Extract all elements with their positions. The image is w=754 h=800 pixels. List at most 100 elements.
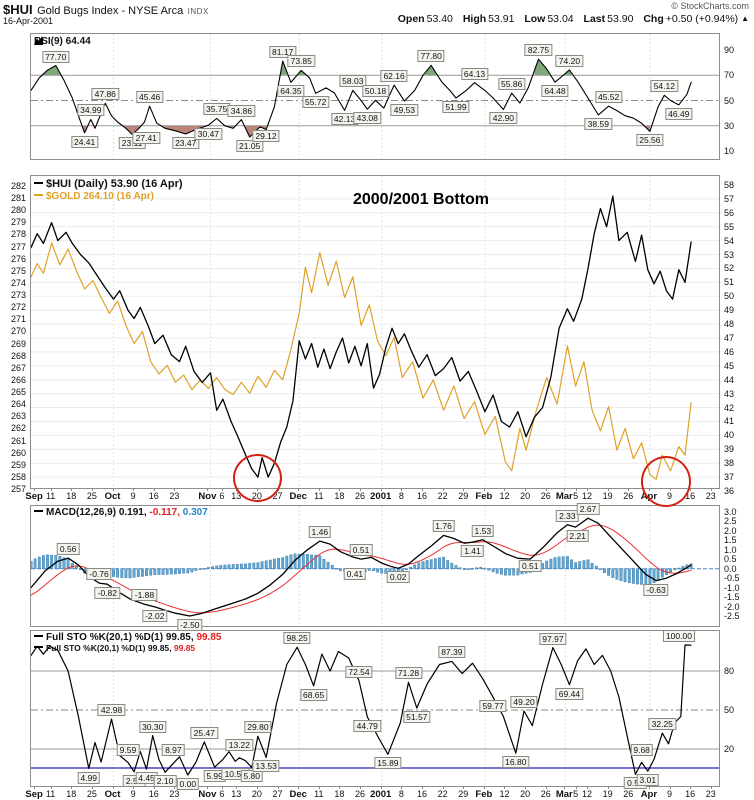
data-label: 45.52 bbox=[594, 91, 623, 104]
sto-k-value-1: 99.85, bbox=[165, 632, 194, 643]
data-label: 23.47 bbox=[172, 136, 200, 149]
axis-label: 46 bbox=[724, 346, 735, 357]
axis-label: 45 bbox=[724, 360, 735, 371]
x-tick-mark bbox=[463, 488, 465, 491]
axis-label: 37 bbox=[724, 472, 735, 483]
axis-label: 268 bbox=[10, 350, 26, 361]
data-label: 81.17 bbox=[269, 46, 297, 59]
data-label: -0.63 bbox=[643, 583, 669, 596]
x-tick-mark bbox=[236, 786, 238, 789]
axis-label: 278 bbox=[10, 229, 26, 240]
data-label: 87.39 bbox=[438, 646, 466, 659]
x-tick-mark bbox=[360, 488, 362, 491]
x-tick-label: 18 bbox=[66, 491, 77, 501]
data-label: 74.20 bbox=[555, 54, 584, 67]
axis-label: 269 bbox=[10, 338, 26, 349]
x-axis-bottom: Sep 11 18 25 Oct 9 16 23 Nov 6 13 20 27 Dec 11 18 26 2001… bbox=[25, 786, 722, 800]
last-label: Last bbox=[583, 13, 606, 25]
data-label: 51.57 bbox=[403, 710, 431, 723]
x-tick-mark bbox=[71, 488, 73, 491]
x-tick-mark bbox=[133, 786, 135, 789]
last-value: 53.90 bbox=[607, 13, 634, 25]
x-tick-mark bbox=[133, 488, 135, 491]
axis-label: 270 bbox=[10, 326, 26, 337]
x-tick-label: Mar bbox=[555, 491, 573, 502]
rsi-extreme-fill bbox=[43, 65, 60, 76]
x-tick-label: Sep bbox=[25, 789, 43, 800]
data-label: -0.76 bbox=[86, 568, 112, 581]
data-label: 1.76 bbox=[432, 520, 455, 533]
x-tick-label: Nov bbox=[198, 789, 217, 800]
x-tick-label: 20 bbox=[520, 491, 531, 501]
x-tick-label: 13 bbox=[231, 789, 242, 799]
x-tick-label: Nov bbox=[198, 491, 217, 502]
axis-label: 90 bbox=[724, 45, 735, 55]
rsi-legend-label: RSI(9) 64.44 bbox=[34, 36, 91, 47]
x-tick-mark bbox=[360, 786, 362, 789]
x-tick-label: 19 bbox=[602, 491, 613, 501]
data-label: 64.35 bbox=[277, 85, 305, 98]
data-label: 59.77 bbox=[479, 700, 507, 713]
x-tick-mark bbox=[34, 786, 36, 789]
x-tick-mark bbox=[50, 786, 52, 789]
data-label: 58.03 bbox=[339, 75, 367, 88]
x-tick-label: 23 bbox=[169, 491, 180, 501]
data-label: 27.41 bbox=[132, 132, 160, 145]
data-label: 1.41 bbox=[461, 545, 484, 558]
x-tick-label: 29 bbox=[458, 491, 469, 501]
data-label: 55.86 bbox=[498, 78, 526, 91]
x-tick-mark bbox=[648, 786, 650, 789]
low-value: 53.04 bbox=[547, 13, 574, 25]
x-tick-label: 19 bbox=[602, 789, 613, 799]
data-label: 0.00 bbox=[176, 778, 200, 790]
stoK-series-line bbox=[31, 644, 692, 776]
axis-label: 261 bbox=[10, 435, 26, 446]
chart-date: 16-Apr-2001 bbox=[3, 16, 54, 26]
x-tick-mark bbox=[153, 786, 155, 789]
sto-legend-swatch-1 bbox=[34, 635, 43, 637]
x-tick-mark bbox=[91, 488, 93, 491]
x-tick-label: 6 bbox=[219, 491, 225, 501]
data-label: 1.46 bbox=[308, 526, 332, 539]
stochastics-panel: Full STO %K(20,1) %D(1) 99.85, 99.85 Ful… bbox=[30, 630, 734, 790]
axis-label: 276 bbox=[10, 253, 26, 264]
x-tick-mark bbox=[607, 488, 609, 491]
x-tick-label: 9 bbox=[130, 491, 136, 501]
data-label: 72.54 bbox=[345, 665, 373, 678]
data-label: 44.79 bbox=[353, 719, 381, 732]
x-tick-label: 6 bbox=[219, 789, 225, 799]
data-label: 38.59 bbox=[584, 117, 612, 130]
axis-label: 260 bbox=[10, 447, 26, 458]
x-tick-label: 18 bbox=[334, 789, 345, 799]
data-label: 42.90 bbox=[489, 112, 518, 125]
x-tick-label: 16 bbox=[148, 491, 159, 501]
x-tick-mark bbox=[71, 786, 73, 789]
x-tick-mark bbox=[525, 488, 527, 491]
x-tick-label: 26 bbox=[355, 789, 366, 799]
x-tick-mark bbox=[380, 786, 382, 789]
data-label: 9.59 bbox=[116, 743, 140, 756]
data-label: 55.72 bbox=[302, 96, 330, 109]
x-tick-label: 16 bbox=[685, 491, 696, 501]
x-tick-mark bbox=[221, 786, 223, 789]
data-label: 64.13 bbox=[460, 67, 489, 80]
data-label: 16.80 bbox=[502, 756, 530, 769]
data-label: 77.70 bbox=[42, 50, 70, 63]
axis-label: 70 bbox=[724, 70, 735, 81]
data-label: 25.56 bbox=[636, 134, 664, 147]
data-label: 47.86 bbox=[91, 88, 119, 101]
data-label: -0.82 bbox=[94, 587, 121, 600]
axis-label: 266 bbox=[10, 374, 26, 385]
x-tick-label: 13 bbox=[231, 491, 242, 501]
macd-series-line bbox=[31, 517, 692, 617]
x-tick-label: 11 bbox=[314, 491, 324, 501]
rsi-extreme-fill bbox=[245, 125, 267, 137]
axis-label: 258 bbox=[10, 471, 26, 482]
axis-label: 3.0 bbox=[724, 507, 737, 517]
symbol-label: $HUI bbox=[3, 2, 33, 17]
axis-label: 10 bbox=[724, 146, 735, 156]
axis-label: 48 bbox=[724, 319, 735, 330]
x-tick-mark bbox=[221, 488, 223, 491]
sto-d-value-1: 99.85 bbox=[196, 632, 222, 643]
